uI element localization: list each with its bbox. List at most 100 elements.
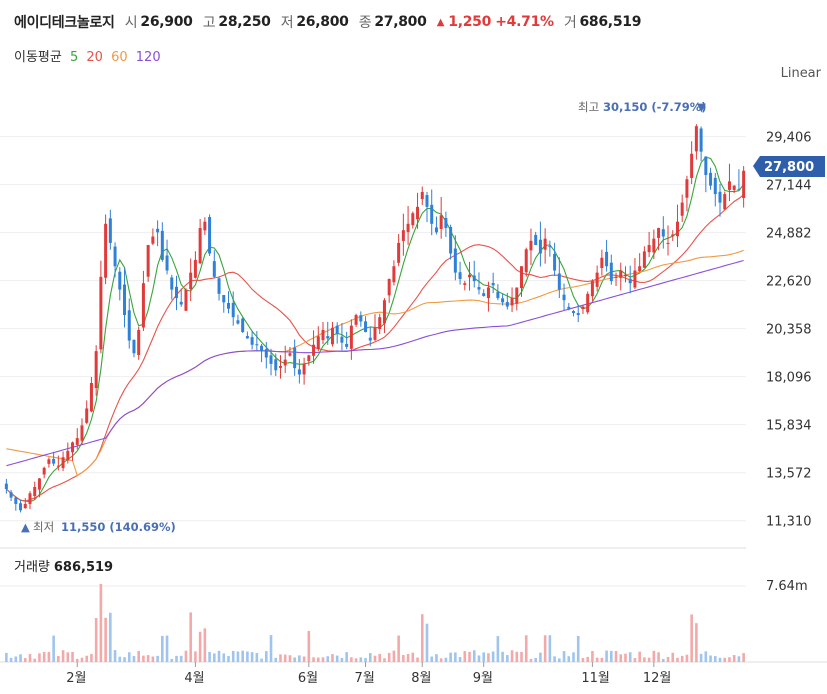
- quote-header: 에이디테크놀로지 시 26,900 고 28,250 저 26,800 종 27,800…: [14, 12, 641, 34]
- volume-bar: [699, 653, 703, 662]
- volume-bar: [250, 652, 254, 662]
- volume-bar: [19, 654, 22, 662]
- volume-bar: [312, 657, 315, 662]
- volume-bar: [534, 658, 537, 662]
- volume-bar: [364, 658, 367, 662]
- volume-bar: [184, 650, 188, 662]
- candle-body: [623, 274, 627, 277]
- x-tick-label: 9월: [473, 671, 493, 686]
- candle-body: [638, 266, 642, 272]
- scale-mode-toggle[interactable]: Linear: [780, 66, 821, 81]
- volume-bar: [690, 614, 693, 662]
- volume-bar: [680, 655, 684, 662]
- candle-body: [392, 266, 396, 283]
- candle-body: [132, 339, 136, 354]
- volume-bar: [175, 655, 178, 662]
- candle-body: [123, 284, 127, 316]
- y-tick-label: 27,144: [766, 179, 812, 194]
- volume-bar: [368, 653, 372, 662]
- volume-bar: [430, 656, 434, 662]
- open-value: 26,900: [140, 14, 193, 30]
- volume-bar: [104, 617, 107, 662]
- candle-body: [146, 245, 150, 277]
- candle-body: [501, 298, 505, 303]
- candle-body: [245, 336, 249, 339]
- ma-legend-60[interactable]: 60: [111, 50, 128, 65]
- y-tick-label: 29,406: [766, 131, 812, 146]
- volume-label: 거: [563, 15, 577, 31]
- volume-bar: [529, 658, 533, 662]
- volume-bar: [378, 653, 382, 662]
- candle-body: [80, 425, 84, 441]
- candle-body: [212, 261, 216, 277]
- candle-body: [486, 287, 490, 299]
- candle-body: [458, 272, 462, 279]
- volume-bar: [146, 655, 150, 662]
- candle-body: [66, 450, 70, 461]
- candle-body: [113, 246, 117, 267]
- candle-body: [642, 251, 646, 268]
- volume-bar: [231, 650, 235, 662]
- ma-legend-20[interactable]: 20: [86, 50, 103, 65]
- candle-body: [316, 336, 320, 350]
- volume-bar: [28, 654, 32, 662]
- volume-bar: [723, 657, 727, 662]
- volume-bar: [713, 656, 717, 662]
- candle-body: [378, 317, 382, 330]
- volume-bar: [524, 635, 528, 662]
- y-tick-label: 13,572: [766, 467, 812, 482]
- volume-bar: [586, 656, 589, 662]
- volume-bar: [165, 635, 169, 662]
- volume-bar: [425, 623, 429, 662]
- volume-bar: [66, 652, 70, 662]
- volume-bar: [42, 651, 46, 662]
- volume-gridlines: [0, 547, 827, 663]
- candle-body: [411, 213, 415, 226]
- volume-bar: [203, 628, 207, 662]
- y-tick-label: 15,834: [766, 419, 812, 434]
- candle-body: [723, 194, 727, 210]
- candle-body: [208, 216, 212, 254]
- candle-body: [586, 293, 590, 313]
- volume-bar: [614, 650, 618, 662]
- candle-body: [633, 270, 637, 288]
- volume-bar: [695, 623, 698, 662]
- volume-bar: [392, 650, 396, 662]
- ma-legend-5[interactable]: 5: [69, 50, 79, 65]
- candle-body: [529, 240, 533, 251]
- candle-body: [557, 273, 561, 290]
- volume-bar: [628, 652, 632, 662]
- volume-bar: [458, 657, 462, 662]
- volume-bar: [345, 652, 348, 662]
- candle-body: [170, 277, 174, 290]
- change-percent: +4.71%: [495, 14, 554, 30]
- y-tick-label: 11,310: [766, 515, 812, 530]
- candle-body: [491, 283, 495, 286]
- volume-bar: [283, 654, 287, 662]
- ma-legend-120[interactable]: 120: [135, 50, 161, 65]
- volume-bar: [274, 657, 278, 662]
- candle-body: [534, 234, 538, 246]
- volume-bar: [718, 657, 722, 662]
- candle-body: [652, 238, 656, 253]
- volume-bar: [189, 612, 192, 662]
- candle-body: [349, 325, 353, 349]
- volume-bar: [548, 635, 552, 662]
- volume-value: 686,519: [579, 14, 642, 30]
- candle-body: [548, 246, 552, 248]
- candle-body: [4, 483, 8, 490]
- volume-bar: [657, 652, 660, 662]
- volume-bar: [293, 657, 296, 662]
- candle-body: [160, 230, 164, 260]
- y-tick-label: 20,358: [766, 323, 812, 338]
- low-annotation-value: 11,550 (140.69%): [61, 520, 176, 534]
- candle-body: [600, 257, 604, 268]
- candle-body: [468, 274, 472, 278]
- volume-bar: [742, 653, 745, 662]
- month-x-axis: 2월 4월 6월 7월 8월 9월 11월 12월: [66, 662, 671, 686]
- stock-name: 에이디테크놀로지: [14, 15, 115, 31]
- volume-bar: [260, 658, 263, 662]
- x-tick-label: 6월: [298, 671, 318, 686]
- candle-body: [330, 327, 334, 345]
- x-tick-label: 12월: [643, 671, 672, 686]
